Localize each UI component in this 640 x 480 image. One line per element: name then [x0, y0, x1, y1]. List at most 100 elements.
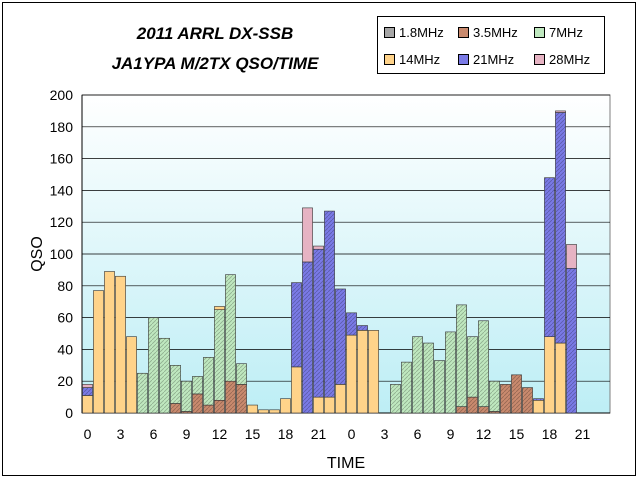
bar-segment-3-5mhz	[192, 393, 203, 414]
bar-segment-21mhz	[533, 398, 544, 401]
bar-segment-7mhz	[401, 361, 412, 414]
bar-segment-28mhz	[82, 384, 93, 388]
bar-segment-7mhz	[423, 342, 434, 414]
bar-segment-3-5mhz	[467, 396, 478, 414]
bar-segment-14mhz	[313, 396, 324, 414]
bar-segment-7mhz	[159, 337, 170, 414]
bar-segment-3-5mhz	[500, 384, 511, 414]
y-tick-label: 40	[57, 341, 73, 357]
bar-segment-14mhz	[269, 409, 280, 414]
bar-segment-14mhz	[335, 384, 346, 414]
bar-segment-7mhz	[445, 331, 456, 414]
legend-swatch	[534, 26, 545, 38]
bar-segment-3-5mhz	[225, 380, 236, 414]
bar-segment-7mhz	[412, 336, 423, 414]
bar-segment-21mhz	[566, 268, 577, 414]
bar-segment-7mhz	[478, 320, 489, 407]
bar-segment-7mhz	[489, 380, 500, 412]
bar-segment-7mhz	[137, 372, 148, 414]
y-tick-label: 140	[50, 182, 74, 198]
x-tick-label: 3	[381, 426, 389, 442]
bar-segment-7mhz	[456, 304, 467, 407]
y-tick-label: 100	[50, 246, 74, 262]
bar-segment-28mhz	[302, 207, 313, 263]
bar-segment-21mhz	[302, 261, 313, 414]
legend-item: 7MHz	[534, 24, 583, 40]
legend-item: 21MHz	[458, 51, 514, 67]
bar-segment-14mhz	[533, 399, 544, 414]
bar-segment-14mhz	[104, 271, 115, 414]
x-tick-label: 0	[348, 426, 356, 442]
x-tick-label: 21	[575, 426, 591, 442]
x-tick-label: 9	[447, 426, 455, 442]
bar-segment-14mhz	[544, 336, 555, 414]
bar-segment-28mhz	[566, 244, 577, 269]
y-tick-label: 200	[50, 87, 74, 103]
legend-swatch	[384, 26, 395, 38]
y-axis-label: QSO	[29, 236, 46, 272]
legend-label: 1.8MHz	[399, 24, 444, 40]
chart-title: 2011 ARRL DX-SSB	[136, 24, 294, 43]
legend-swatch	[458, 26, 469, 38]
y-tick-label: 180	[50, 119, 74, 135]
bar-segment-3-5mhz	[456, 406, 467, 414]
y-tick-label: 20	[57, 373, 73, 389]
bar-segment-3-5mhz	[203, 404, 214, 414]
bar-segment-3-5mhz	[522, 387, 533, 414]
x-tick-label: 0	[84, 426, 92, 442]
bar-segment-7mhz	[181, 380, 192, 412]
legend-item: 1.8MHz	[384, 24, 444, 40]
bar-segment-21mhz	[346, 312, 357, 336]
legend-label: 14MHz	[399, 51, 441, 67]
bar-segment-21mhz	[313, 248, 324, 398]
bar-segment-7mhz	[214, 309, 225, 401]
bar-segment-3-5mhz	[214, 399, 225, 414]
bar-segment-7mhz	[467, 336, 478, 398]
legend: 1.8MHz 3.5MHz 7MHz 14MHz 21MHz 28MHz	[377, 16, 605, 74]
bar-segment-28mhz	[313, 245, 324, 250]
bar-segment-14mhz	[247, 404, 258, 414]
x-tick-label: 18	[542, 426, 558, 442]
legend-item: 14MHz	[384, 51, 440, 67]
x-tick-label: 21	[311, 426, 327, 442]
y-tick-label: 120	[50, 214, 74, 230]
bar-segment-7mhz	[170, 364, 181, 404]
legend-label: 28MHz	[549, 51, 591, 67]
x-tick-label: 9	[183, 426, 191, 442]
bar-segment-7mhz	[236, 363, 247, 385]
legend-label: 21MHz	[473, 51, 515, 67]
bar-segment-28mhz	[555, 110, 566, 113]
bar-segment-21mhz	[555, 112, 566, 344]
bar-segment-14mhz	[126, 336, 137, 414]
bar-segment-14mhz	[280, 398, 291, 414]
bar-segment-21mhz	[335, 288, 346, 385]
x-tick-label: 6	[150, 426, 158, 442]
legend-swatch	[384, 53, 395, 65]
bar-segment-7mhz	[434, 360, 445, 414]
legend-swatch	[534, 53, 545, 65]
bar-segment-3-5mhz	[236, 384, 247, 414]
bar-segment-21mhz	[324, 210, 335, 398]
legend-label: 7MHz	[549, 24, 583, 40]
bar-segment-14mhz	[214, 306, 225, 310]
x-tick-label: 6	[414, 426, 422, 442]
bar-segment-21mhz	[82, 387, 93, 396]
bar-segment-14mhz	[368, 330, 379, 414]
x-tick-label: 15	[245, 426, 261, 442]
bar-segment-7mhz	[192, 376, 203, 395]
bar-segment-21mhz	[357, 325, 368, 331]
y-tick-label: 60	[57, 310, 73, 326]
bar-segment-3-5mhz	[170, 403, 181, 414]
bar-segment-21mhz	[544, 177, 555, 337]
bar-segment-14mhz	[324, 396, 335, 414]
bar-segment-14mhz	[346, 334, 357, 414]
chart-subtitle: JA1YPA M/2TX QSO/TIME	[111, 54, 319, 73]
y-tick-label: 80	[57, 278, 73, 294]
legend-item: 3.5MHz	[458, 24, 518, 40]
bar-segment-3-5mhz	[478, 406, 489, 414]
y-tick-label: 160	[50, 151, 74, 167]
x-tick-label: 3	[117, 426, 125, 442]
bar-segment-7mhz	[225, 274, 236, 382]
bar-segment-14mhz	[93, 290, 104, 414]
